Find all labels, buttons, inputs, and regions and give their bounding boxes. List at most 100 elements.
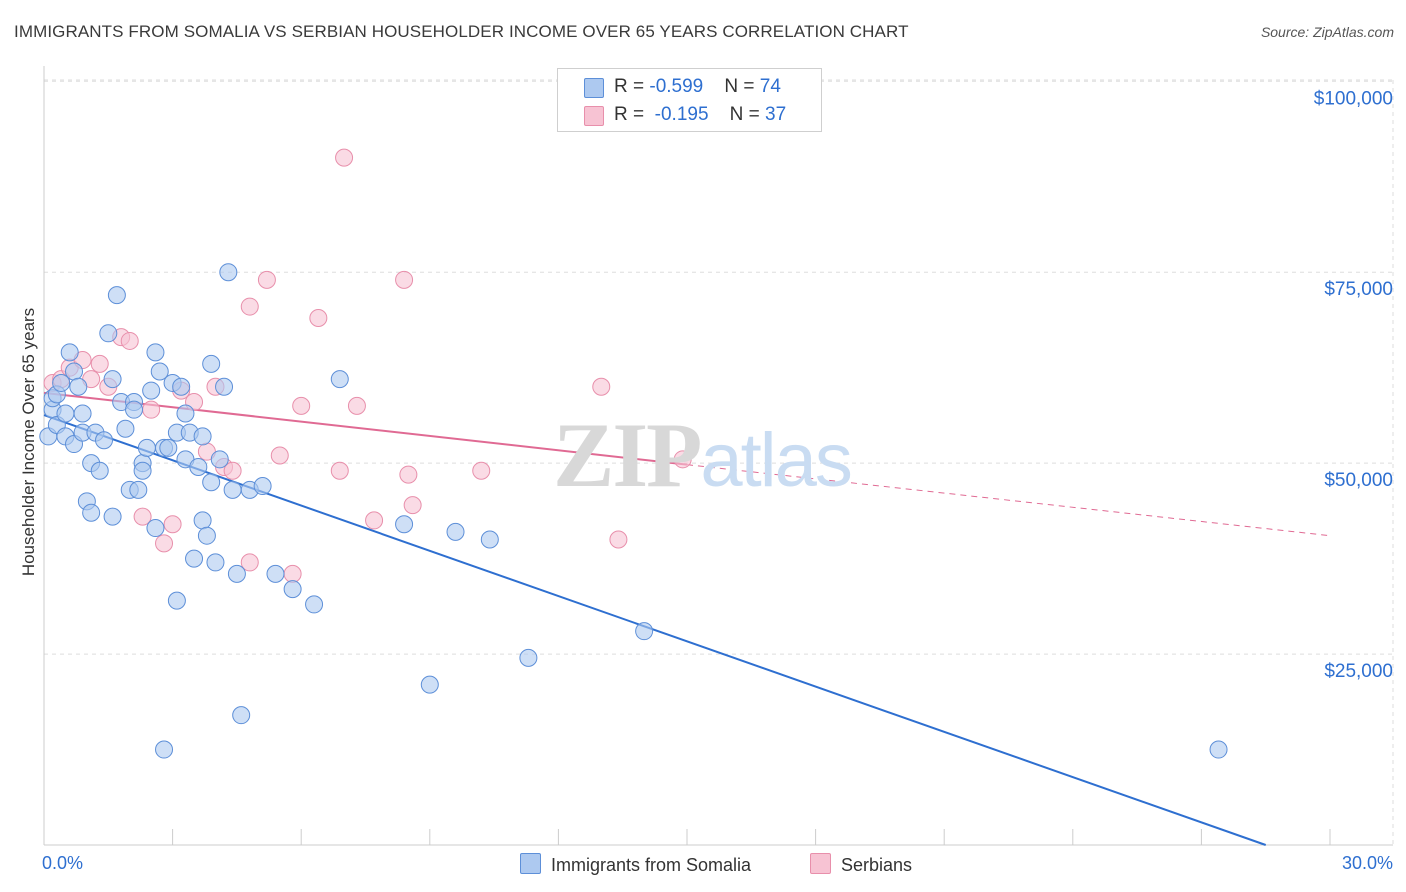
bottom-legend-swatch-serbians xyxy=(810,853,831,874)
y-tick-label: $50,000 xyxy=(1324,470,1393,491)
somalia-point xyxy=(103,507,122,526)
somalia-point xyxy=(202,354,221,373)
somalia-point xyxy=(480,530,499,549)
serbians-point xyxy=(270,446,289,465)
bottom-legend-somalia: Immigrants from Somalia xyxy=(520,853,751,876)
somalia-point xyxy=(1209,740,1228,759)
somalia-point xyxy=(305,595,324,614)
correlation-legend: R = -0.599 N = 74 R = -0.195 N = 37 xyxy=(557,68,822,132)
somalia-point xyxy=(73,404,92,423)
serbians-point xyxy=(347,396,366,415)
zipatlas-watermark: ZIPatlas xyxy=(553,402,853,508)
watermark-zip: ZIP xyxy=(553,404,702,506)
somalia-point xyxy=(420,675,439,694)
serbians-point xyxy=(292,396,311,415)
y-tick-label: $25,000 xyxy=(1324,661,1393,682)
somalia-point xyxy=(215,377,234,396)
serbians-point xyxy=(472,461,491,480)
somalia-point xyxy=(210,450,229,469)
serbians-point xyxy=(309,309,328,328)
legend-swatch-serbians xyxy=(584,106,604,126)
serbians-point xyxy=(365,511,384,530)
somalia-point xyxy=(107,286,126,305)
somalia-point xyxy=(283,580,302,599)
somalia-point xyxy=(60,343,79,362)
serbians-points xyxy=(43,148,692,583)
serbians-point xyxy=(395,270,414,289)
watermark-atlas: atlas xyxy=(700,418,853,503)
somalia-point xyxy=(65,362,84,381)
y-tick-label: $75,000 xyxy=(1324,279,1393,300)
somalia-point xyxy=(155,740,174,759)
axes xyxy=(43,66,1393,846)
serbians-point xyxy=(673,450,692,469)
serbians-point xyxy=(240,553,259,572)
bottom-legend-swatch-somalia xyxy=(520,853,541,874)
serbians-point xyxy=(335,148,354,167)
somalia-point xyxy=(56,404,75,423)
somalia-point xyxy=(116,419,135,438)
serbians-point xyxy=(257,270,276,289)
somalia-point xyxy=(193,427,212,446)
legend-stats-serbians: R = -0.195 N = 37 xyxy=(614,104,786,126)
source-credit: Source: ZipAtlas.com xyxy=(1260,24,1394,40)
somalia-point xyxy=(330,370,349,389)
bottom-legend-serbians: Serbians xyxy=(810,853,912,876)
somalia-point xyxy=(133,461,152,480)
somalia-point xyxy=(197,526,216,545)
legend-r-label: R = xyxy=(614,76,650,97)
somalia-point xyxy=(142,381,161,400)
somalia-point xyxy=(395,515,414,534)
x-tick-labels: 0.0% 30.0% xyxy=(42,853,1393,873)
somalia-point xyxy=(202,473,221,492)
serbians-point xyxy=(330,461,349,480)
serbians-point xyxy=(223,461,242,480)
x-tick-label-max: 30.0% xyxy=(1342,853,1393,873)
somalia-point xyxy=(227,564,246,583)
somalia-point xyxy=(69,377,88,396)
serbians-point xyxy=(609,530,628,549)
somalia-point xyxy=(223,480,242,499)
somalia-point xyxy=(172,377,191,396)
somalia-point xyxy=(266,564,285,583)
serbians-point xyxy=(120,331,139,350)
somalia-point xyxy=(90,461,109,480)
somalia-point xyxy=(103,370,122,389)
legend-row-somalia: R = -0.599 N = 74 xyxy=(558,73,821,101)
serbians-point xyxy=(240,297,259,316)
serbians-point xyxy=(283,564,302,583)
somalia-point xyxy=(167,591,186,610)
somalia-point xyxy=(150,362,169,381)
somalia-point xyxy=(519,648,538,667)
serbians-trend-extension xyxy=(686,464,1331,537)
serbians-point xyxy=(163,515,182,534)
serbians-point xyxy=(133,507,152,526)
somalia-point xyxy=(146,519,165,538)
somalia-point xyxy=(125,400,144,419)
somalia-point xyxy=(206,553,225,572)
legend-r-label: R = xyxy=(614,104,650,125)
serbians-point xyxy=(90,354,109,373)
somalia-point xyxy=(446,522,465,541)
somalia-point xyxy=(193,511,212,530)
somalia-point xyxy=(137,438,156,457)
somalia-point xyxy=(176,404,195,423)
bottom-legend-label-serbians: Serbians xyxy=(841,855,913,875)
serbians-point xyxy=(592,377,611,396)
somalia-point xyxy=(99,324,118,343)
bottom-legend-label-somalia: Immigrants from Somalia xyxy=(551,855,752,875)
legend-swatch-somalia xyxy=(584,78,604,98)
y-tick-labels: $25,000 $50,000 $75,000 $100,000 xyxy=(1314,88,1393,682)
y-axis-label: Householder Income Over 65 years xyxy=(19,308,38,576)
serbians-point xyxy=(142,400,161,419)
serbians-point xyxy=(403,496,422,515)
legend-row-serbians: R = -0.195 N = 37 xyxy=(558,101,821,129)
legend-n-value-serbians: 37 xyxy=(765,104,787,125)
somalia-points xyxy=(39,263,1228,759)
y-tick-label: $100,000 xyxy=(1314,88,1393,109)
somalia-point xyxy=(635,622,654,641)
somalia-point xyxy=(185,549,204,568)
legend-n-label: N = xyxy=(724,76,760,97)
somalia-point xyxy=(95,431,114,450)
legend-stats-somalia: R = -0.599 N = 74 xyxy=(614,76,781,98)
